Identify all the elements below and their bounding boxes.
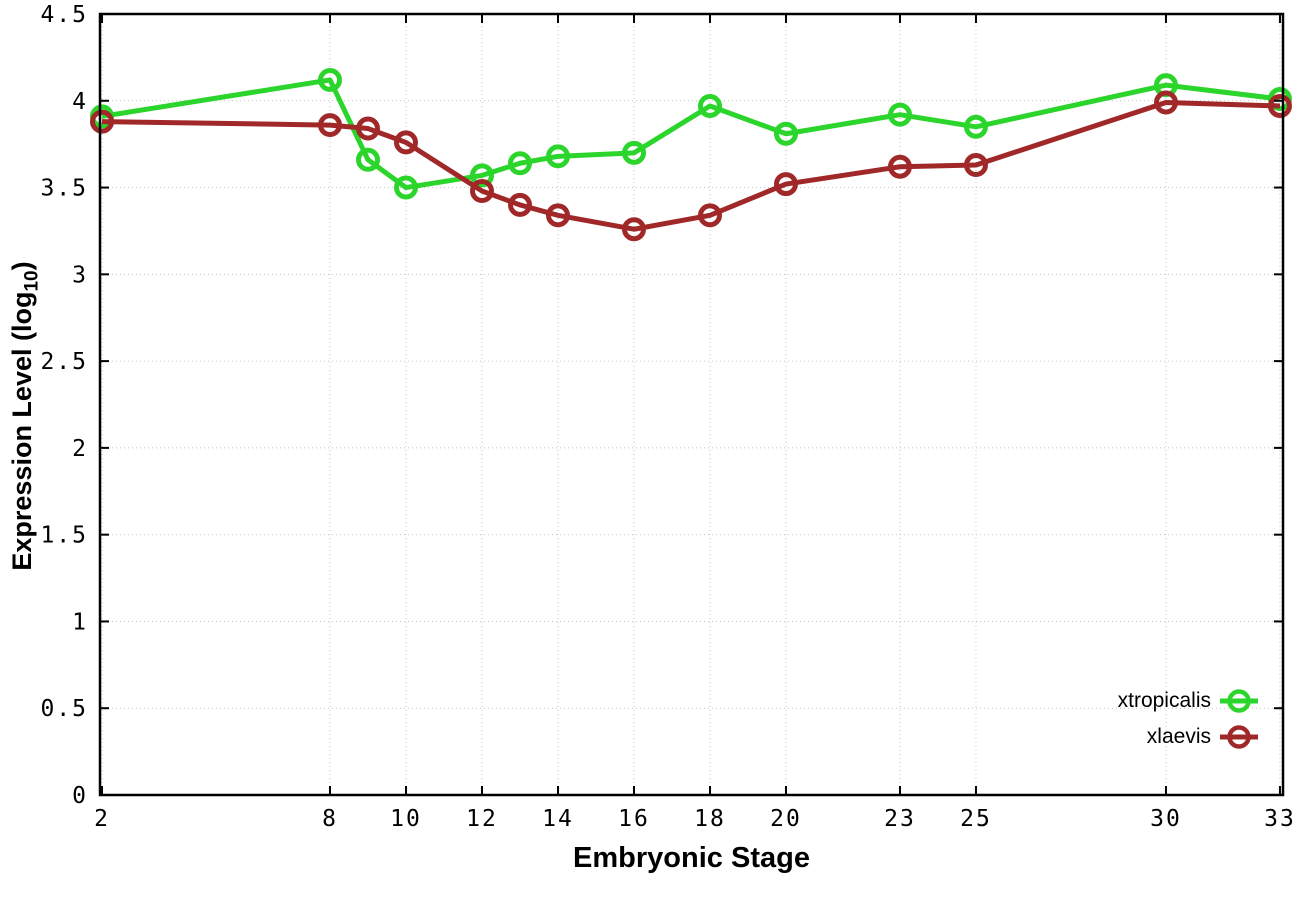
series-xtropicalis [90, 67, 1292, 200]
y-axis-title: Expression Level (log10) [3, 201, 43, 631]
data-point-marker [507, 192, 532, 217]
data-point-marker [318, 113, 343, 138]
series-xlaevis [90, 90, 1292, 242]
axis-ticks [100, 13, 1283, 796]
series-line [101, 77, 1281, 191]
data-point-marker [1153, 90, 1178, 115]
data-point-marker [356, 147, 381, 172]
data-point-marker [887, 154, 912, 179]
data-point-marker [469, 163, 494, 188]
series-line [101, 100, 1281, 232]
data-point-marker [621, 217, 646, 242]
y-axis-title-close: ) [7, 261, 37, 271]
x-tick-label: 12 [466, 806, 498, 832]
data-point-marker [887, 102, 912, 127]
y-tick-label: 1.5 [40, 523, 88, 549]
legend: xtropicalis xlaevis [1118, 687, 1260, 751]
data-point-marker [621, 140, 646, 165]
x-tick-label: 25 [960, 806, 992, 832]
data-point-marker [545, 144, 570, 169]
x-tick-label: 16 [618, 806, 650, 832]
grid [100, 13, 1283, 796]
data-point-marker [318, 67, 343, 92]
data-point-marker [394, 130, 419, 155]
x-tick-label: 2 [94, 806, 110, 832]
data-point-marker [545, 203, 570, 228]
legend-label: xlaevis [1146, 725, 1211, 748]
legend-line-marker-icon [1220, 689, 1258, 713]
x-tick-label: 18 [694, 806, 726, 832]
legend-line-marker-icon [1220, 725, 1258, 749]
data-point-marker [697, 93, 722, 118]
legend-label: xtropicalis [1117, 689, 1211, 712]
y-tick-label: 3 [72, 262, 88, 288]
x-tick-label: 23 [884, 806, 916, 832]
y-axis-title-main: Expression Level (log [7, 291, 37, 571]
y-tick-label: 0 [72, 783, 88, 809]
legend-item-xlaevis: xlaevis [1147, 723, 1260, 751]
y-tick-label: 4.5 [40, 2, 88, 28]
legend-circle-marker-icon [1227, 689, 1251, 713]
y-tick-label: 2 [72, 436, 88, 462]
data-point-marker [773, 172, 798, 197]
axis-tick-labels: 2 8 10 12 14 16 18 20 23 25 30 33 0 0.5 1 1.5 2 2.5 3 3.5 4 4… [40, 2, 1296, 832]
y-tick-label: 1 [72, 609, 88, 635]
legend-item-xtropicalis: xtropicalis [1118, 687, 1260, 715]
x-axis-title: Embryonic Stage [573, 842, 810, 874]
x-tick-label: 8 [322, 806, 338, 832]
y-tick-label: 0.5 [40, 696, 88, 722]
data-point-marker [507, 151, 532, 176]
data-point-marker [697, 203, 722, 228]
x-tick-label: 14 [542, 806, 574, 832]
x-tick-label: 30 [1150, 806, 1182, 832]
data-point-marker [469, 179, 494, 204]
y-tick-label: 4 [72, 89, 88, 115]
y-axis-title-subscript: 10 [21, 270, 43, 292]
plot-border [98, 12, 1285, 797]
data-point-marker [963, 152, 988, 177]
legend-circle-marker-icon [1227, 725, 1251, 749]
y-tick-label: 2.5 [40, 349, 88, 375]
data-point-marker [963, 114, 988, 139]
data-point-marker [356, 116, 381, 141]
data-point-marker [394, 175, 419, 200]
data-point-marker [773, 121, 798, 146]
x-tick-label: 20 [770, 806, 802, 832]
x-tick-label: 33 [1264, 806, 1296, 832]
y-tick-label: 3.5 [40, 176, 88, 202]
data-point-marker [90, 109, 115, 134]
x-tick-label: 10 [390, 806, 422, 832]
data-point-marker [1267, 93, 1292, 118]
